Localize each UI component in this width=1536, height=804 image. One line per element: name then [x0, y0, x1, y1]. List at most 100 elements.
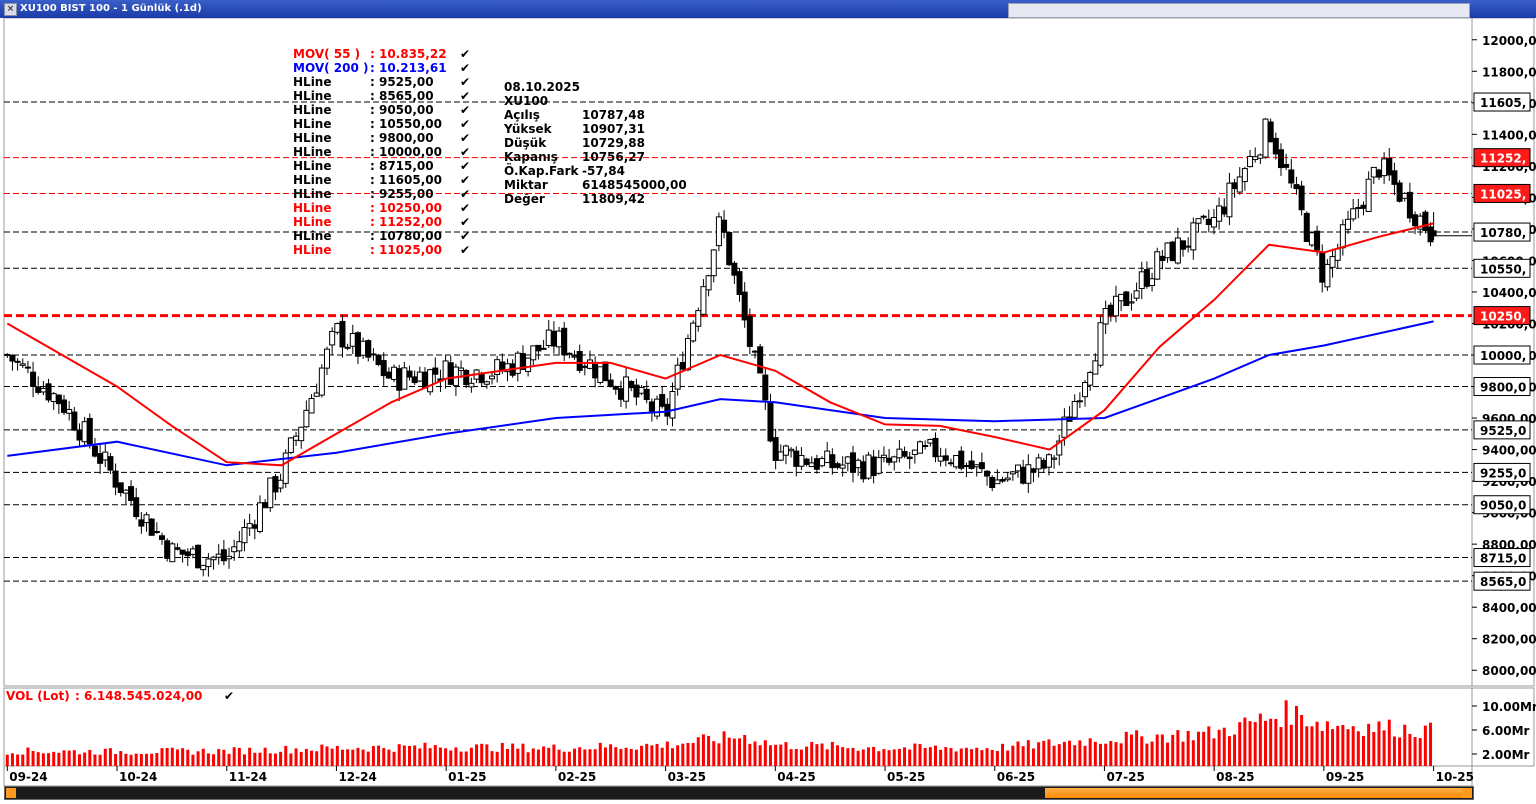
volume-bar — [1047, 739, 1051, 766]
candle-body — [1076, 400, 1083, 403]
price-tick-label: 11800,00 — [1482, 65, 1536, 79]
volume-bar — [98, 754, 102, 766]
volume-bar — [449, 750, 453, 766]
candle-body — [901, 450, 908, 457]
volume-bar — [1124, 731, 1128, 766]
candle-body — [1045, 454, 1052, 468]
volume-bar — [810, 741, 814, 766]
scroll-left-icon[interactable] — [6, 788, 16, 798]
hline-tag-label: 10550, — [1480, 262, 1526, 276]
candle-body — [349, 333, 356, 347]
hline-tag-label: 11025, — [1480, 187, 1526, 201]
candle-body — [896, 448, 903, 459]
candle-body — [659, 394, 666, 407]
volume-bar — [402, 745, 406, 766]
candle-body — [643, 388, 650, 401]
volume-bar — [47, 753, 51, 766]
volume-legend-value: : 6.148.545.024,00 — [75, 689, 202, 703]
volume-bar — [217, 749, 221, 766]
candle-body — [1350, 208, 1357, 220]
close-icon[interactable]: × — [4, 3, 17, 16]
candle-body — [1396, 182, 1403, 202]
volume-bar — [5, 754, 9, 766]
candle-body — [1097, 322, 1104, 366]
volume-bar — [1372, 731, 1376, 766]
time-tick-label: 05-25 — [887, 770, 925, 784]
volume-bar — [892, 749, 896, 766]
candle-body — [385, 371, 392, 379]
candle-body — [819, 458, 826, 467]
info-value: 10729,88 — [582, 136, 645, 150]
volume-bar — [841, 747, 845, 766]
check-icon: ✔ — [460, 173, 470, 187]
time-axis-panel — [3, 765, 1473, 786]
candle-body — [932, 437, 939, 458]
volume-bar — [212, 754, 216, 766]
candle-body — [942, 455, 949, 461]
check-icon: ✔ — [460, 215, 470, 229]
volume-bar — [1109, 741, 1113, 766]
candle-body — [272, 476, 279, 493]
hline-tag-box — [1473, 462, 1531, 482]
candle-body — [886, 457, 893, 463]
info-label: Kapanış — [504, 150, 558, 164]
candle-body — [71, 411, 78, 431]
volume-bar — [124, 753, 128, 766]
candle-body — [375, 354, 382, 366]
candle-body — [246, 523, 253, 529]
volume-bar — [31, 751, 35, 766]
candle-body — [1216, 205, 1223, 222]
candle-body — [607, 379, 614, 387]
volume-bar — [701, 734, 705, 766]
candle-body — [767, 402, 774, 442]
volume-bar — [1248, 721, 1252, 766]
candle-body — [1014, 464, 1021, 472]
candle-body — [1164, 242, 1171, 259]
candle-body — [267, 477, 274, 509]
candle-body — [236, 541, 243, 552]
volume-bar — [1073, 745, 1077, 766]
candle-body — [855, 459, 862, 469]
check-icon: ✔ — [460, 103, 470, 117]
candle-body — [19, 363, 26, 366]
volume-tick-label: 2.00Mr — [1482, 748, 1530, 762]
volume-bar — [289, 753, 293, 766]
volume-bar — [325, 746, 329, 766]
scroll-right-icon[interactable] — [1462, 788, 1472, 798]
volume-bar — [351, 749, 355, 766]
volume-bar — [975, 747, 979, 766]
volume-bar — [475, 744, 479, 766]
candle-body — [1303, 212, 1310, 242]
hline-tag-label: 8565,0 — [1480, 575, 1526, 589]
volume-bar — [1294, 705, 1298, 766]
candle-body — [1360, 204, 1367, 209]
candle-body — [1231, 182, 1238, 190]
hline-tag-box — [1473, 306, 1531, 326]
candle-body — [1324, 263, 1331, 288]
volume-bar — [1238, 722, 1242, 766]
volume-bar — [789, 749, 793, 766]
volume-bar — [1387, 719, 1391, 766]
volume-bar — [335, 745, 339, 766]
volume-bar — [547, 747, 551, 766]
legend-name: HLine — [293, 145, 331, 159]
scroll-thumb[interactable] — [1045, 788, 1471, 798]
candle-body — [14, 360, 21, 363]
candle-body — [994, 479, 1001, 485]
volume-bar — [722, 731, 726, 766]
candle-body — [329, 330, 336, 346]
candle-body — [195, 544, 202, 569]
volume-bar — [573, 748, 577, 766]
volume-bar — [1160, 734, 1164, 766]
candle-body — [61, 399, 68, 413]
candle-body — [1149, 278, 1156, 287]
chart-toolbar — [1008, 3, 1470, 18]
volume-bar — [67, 750, 71, 766]
candle-body — [1334, 248, 1341, 261]
volume-bar — [1413, 737, 1417, 766]
candle-body — [354, 332, 361, 357]
volume-bar — [1243, 717, 1247, 766]
time-scrollbar[interactable] — [4, 786, 1474, 800]
volume-bar — [1233, 734, 1237, 766]
last-candle-body — [1430, 230, 1437, 237]
